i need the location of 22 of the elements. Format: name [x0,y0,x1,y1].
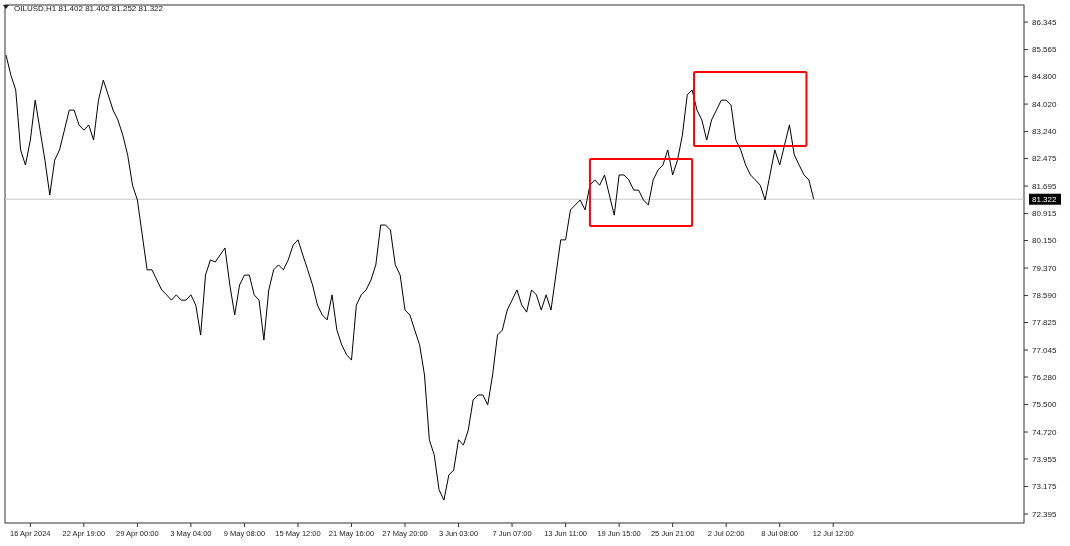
y-tick-label: 76.280 [1032,372,1058,382]
y-tick-label: 78.590 [1032,291,1058,301]
y-tick-label: 74.720 [1032,427,1058,437]
y-tick-label: 75.500 [1032,400,1058,410]
y-tick-label: 73.175 [1032,482,1058,492]
chart-title: OILUSD,H1 81.402 81.402 81.252 81.322 [14,3,164,13]
y-tick-label: 77.825 [1032,318,1058,328]
y-tick-label: 84.020 [1032,99,1058,109]
y-tick-label: 81.695 [1032,181,1058,191]
y-tick-label: 79.370 [1032,263,1058,273]
line-series [5,54,815,501]
y-tick-label: 85.565 [1032,45,1058,55]
y-tick-label: 73.955 [1032,454,1058,464]
y-tick-label: 86.345 [1032,17,1058,27]
y-tick-label: 82.475 [1032,154,1058,164]
y-tick-label: 72.395 [1032,509,1058,519]
y-tick-label: 80.150 [1032,236,1058,246]
y-tick-label: 83.240 [1032,127,1058,137]
y-tick-label: 80.915 [1032,209,1058,219]
y-tick-label: 84.800 [1032,72,1058,82]
ref-line-label: 81.322 [1032,195,1058,205]
y-tick-label: 77.045 [1032,345,1058,355]
